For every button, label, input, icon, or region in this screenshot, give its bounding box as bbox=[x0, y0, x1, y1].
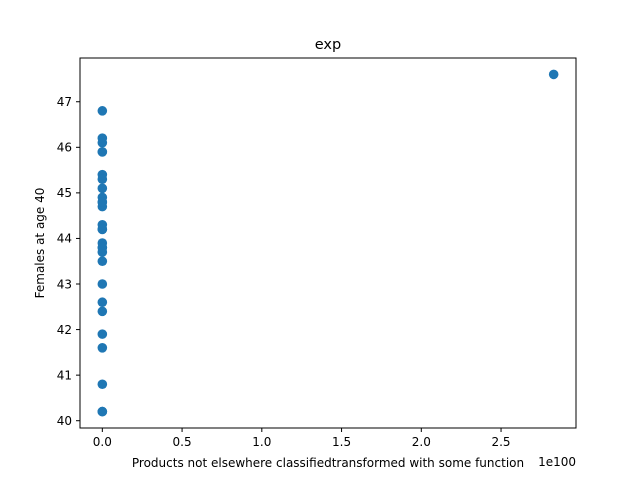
y-axis-label: Females at age 40 bbox=[33, 188, 47, 299]
data-point bbox=[97, 256, 108, 267]
x-tick-label: 1.5 bbox=[332, 435, 351, 449]
x-axis-ticks: 0.0 0.5 1.0 1.5 2.0 2.5 bbox=[93, 428, 511, 449]
x-tick-label: 2.5 bbox=[491, 435, 510, 449]
data-point bbox=[97, 343, 108, 353]
data-point bbox=[97, 297, 108, 308]
y-tick-label: 44 bbox=[57, 232, 72, 246]
y-tick-label: 46 bbox=[57, 141, 72, 155]
data-points bbox=[97, 69, 559, 417]
data-point bbox=[97, 147, 108, 157]
data-point bbox=[97, 174, 108, 185]
y-tick-label: 47 bbox=[57, 95, 72, 109]
x-tick-label: 0.0 bbox=[93, 435, 112, 449]
data-point bbox=[97, 329, 108, 339]
data-point bbox=[97, 406, 108, 417]
y-tick-label: 43 bbox=[57, 277, 72, 291]
x-tick-label: 1.0 bbox=[252, 435, 271, 449]
y-tick-label: 40 bbox=[57, 414, 72, 428]
data-point bbox=[548, 69, 559, 80]
plot-area bbox=[80, 58, 576, 428]
y-tick-label: 45 bbox=[57, 186, 72, 200]
y-tick-label: 41 bbox=[57, 368, 72, 382]
x-axis-label: Products not elsewhere classifiedtransfo… bbox=[132, 456, 524, 470]
y-tick-label: 42 bbox=[57, 323, 72, 337]
y-axis-ticks: 40 41 42 43 44 45 46 47 bbox=[57, 95, 80, 428]
x-tick-label: 2.0 bbox=[412, 435, 431, 449]
chart-title: exp bbox=[315, 37, 341, 53]
plot-frame bbox=[79, 57, 577, 429]
data-point bbox=[97, 279, 108, 289]
data-point bbox=[97, 306, 108, 317]
x-tick-label: 0.5 bbox=[173, 435, 192, 449]
data-point bbox=[97, 224, 108, 235]
data-point bbox=[97, 197, 108, 207]
data-point bbox=[97, 183, 108, 194]
data-point bbox=[97, 137, 108, 148]
data-point bbox=[97, 242, 108, 253]
x-axis-offset-text: 1e100 bbox=[538, 455, 576, 469]
data-point bbox=[97, 106, 108, 116]
data-point bbox=[97, 379, 108, 390]
